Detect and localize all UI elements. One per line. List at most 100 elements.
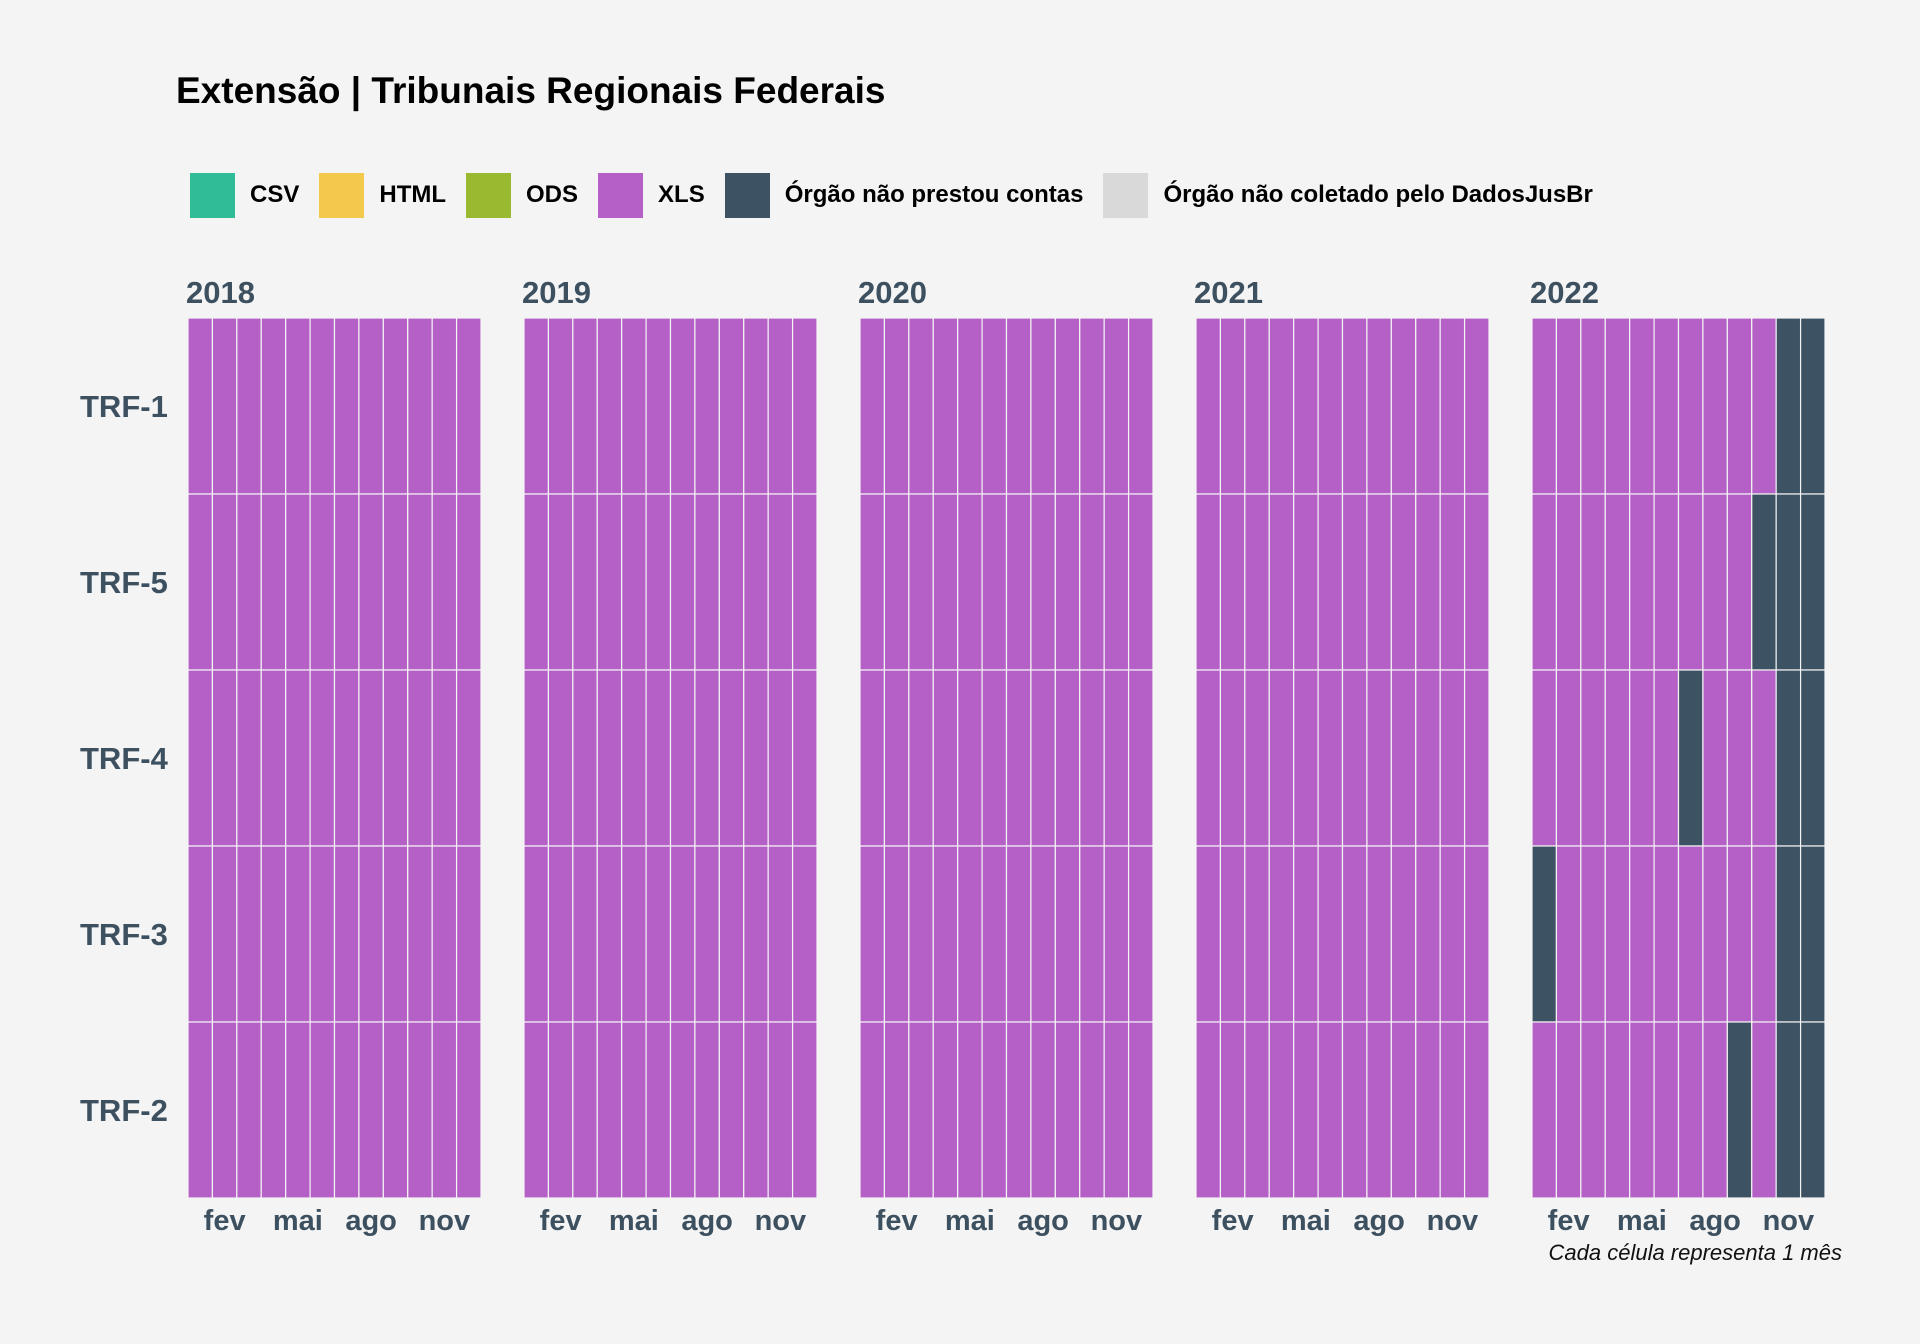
facet-label-2020: 2020 [858,275,927,310]
heatmap-cell [333,1021,360,1199]
heatmap-cell [572,1021,598,1199]
heatmap-cell [1751,845,1777,1023]
x-tick-label-fev: fev [204,1205,246,1237]
heatmap-cell [1702,669,1728,847]
heatmap-cell [431,317,458,495]
heatmap-cell [1604,493,1631,671]
x-tick-label-mai: mai [945,1205,995,1237]
heatmap-cell [407,845,433,1023]
heatmap-cell [1415,669,1441,847]
heatmap-cell [1653,1021,1680,1199]
heatmap-cell [669,317,696,495]
heatmap-cell [260,669,287,847]
x-tick-label-ago: ago [1689,1205,1741,1237]
heatmap-cell [1439,317,1466,495]
heatmap-cell [333,845,360,1023]
heatmap-cell [621,845,647,1023]
heatmap-cell [333,317,360,495]
heatmap-cell [1415,493,1441,671]
heatmap-cell [1244,1021,1270,1199]
legend-swatch-not-collected [1103,172,1149,218]
heatmap-cell [1415,1021,1441,1199]
heatmap-cell [1555,1021,1582,1199]
heatmap-cell [908,669,934,847]
heatmap-cell [981,1021,1008,1199]
heatmap-cell [1244,493,1270,671]
heatmap-cell [669,669,696,847]
row-label-trf-1: TRF-1 [80,389,168,424]
facet-panel-2020: 2020 fev mai ago nov [858,275,1154,1237]
heatmap-cell [1103,493,1130,671]
heatmap-cell [1677,317,1704,495]
heatmap-cell [1604,845,1631,1023]
heatmap-cell [1195,1021,1222,1199]
heatmap-cell [1366,669,1392,847]
heatmap-cell [669,493,696,671]
heatmap-cell [1629,845,1655,1023]
heatmap-cell [767,1021,794,1199]
heatmap-cell [957,1021,983,1199]
heatmap-cell [1195,845,1222,1023]
heatmap-cell [767,317,794,495]
heatmap-cell [333,669,360,847]
heatmap-cell [1244,845,1270,1023]
heatmap-cell [1629,1021,1655,1199]
heatmap-cell [1219,845,1246,1023]
heatmap-cell [211,317,238,495]
legend-label-html: HTML [379,181,447,208]
heatmap-cell [1726,669,1753,847]
heatmap-cell [1799,845,1826,1023]
heatmap-cell [309,669,336,847]
heatmap-cell [1653,493,1680,671]
heatmap-cell [547,493,574,671]
heatmap-cell [1219,1021,1246,1199]
heatmap-cell [1415,845,1441,1023]
x-tick-label-fev: fev [1212,1205,1254,1237]
heatmap-cell [1555,669,1582,847]
x-tick-label-ago: ago [345,1205,397,1237]
heatmap-cell [1079,1021,1105,1199]
heatmap-cell [187,317,214,495]
heatmap-cell [1079,669,1105,847]
heatmap-cell [455,669,482,847]
heatmap-cell [1127,669,1154,847]
heatmap-cell [743,1021,769,1199]
heatmap-cell [743,845,769,1023]
heatmap-cell [431,1021,458,1199]
heatmap-cell [309,845,336,1023]
heatmap-cell [309,493,336,671]
x-tick-label-nov: nov [419,1205,471,1237]
heatmap-cell [1555,317,1582,495]
x-tick-label-fev: fev [540,1205,582,1237]
heatmap-cell [1268,1021,1295,1199]
heatmap-cell [407,317,433,495]
heatmap-cell [932,317,959,495]
x-tick-label-mai: mai [609,1205,659,1237]
heatmap-cell [596,669,623,847]
heatmap-cell [596,317,623,495]
heatmap-cell [358,845,384,1023]
heatmap-cell [1103,845,1130,1023]
legend-label-not-collected: Órgão não coletado pelo DadosJusBr [1163,181,1593,208]
heatmap-cell [187,1021,214,1199]
heatmap-cell [883,317,910,495]
heatmap-cell [1726,317,1753,495]
x-tick-label-mai: mai [1281,1205,1331,1237]
heatmap-cell [1463,845,1490,1023]
heatmap-cell [1604,1021,1631,1199]
heatmap-cell [859,493,886,671]
heatmap-cell [1317,493,1344,671]
heatmap-cell [694,669,720,847]
heatmap-cell [1030,669,1056,847]
heatmap-cell [1677,1021,1704,1199]
heatmap-cell [645,493,672,671]
heatmap-cell [382,317,409,495]
heatmap-cell [1030,493,1056,671]
heatmap-cell [1005,669,1032,847]
heatmap-cell [1390,317,1417,495]
heatmap-cell [1244,669,1270,847]
x-tick-label-nov: nov [755,1205,807,1237]
heatmap-cell [358,669,384,847]
facet-panel-2018: 2018 fev mai ago nov [186,275,482,1237]
